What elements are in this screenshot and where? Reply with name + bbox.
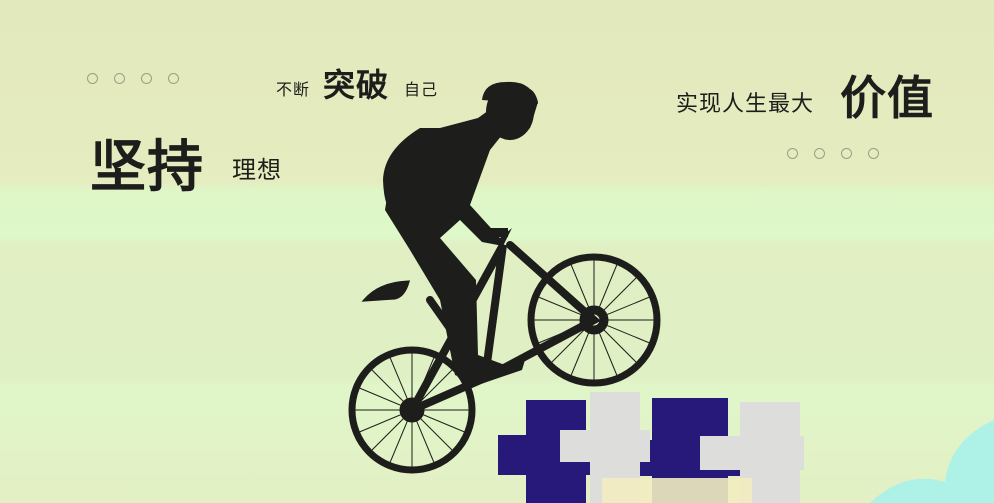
block-lettering: [498, 392, 804, 503]
slogan-right-main: 价值: [840, 71, 934, 125]
slogan-center-pre: 不断: [276, 80, 311, 99]
dot-icon: [841, 148, 852, 159]
dot-icon: [114, 73, 125, 84]
dot-icon: [141, 73, 152, 84]
dot-icon: [814, 148, 825, 159]
slogan-left-main: 坚持: [90, 135, 204, 200]
slogan-left-sub: 理想: [232, 156, 282, 184]
slogan-center-post: 自己: [404, 80, 439, 99]
dot-icon: [787, 148, 798, 159]
dot-icon: [168, 73, 179, 84]
slogan-center-main: 突破: [323, 66, 390, 104]
cyclist-silhouette: [348, 81, 661, 474]
slogan-right-pre: 实现人生最大: [676, 92, 815, 117]
dot-icon: [868, 148, 879, 159]
dot-icon: [87, 73, 98, 84]
corner-cloud: [870, 420, 994, 503]
dot-row-left: [87, 73, 179, 84]
dot-row-right: [787, 148, 879, 159]
